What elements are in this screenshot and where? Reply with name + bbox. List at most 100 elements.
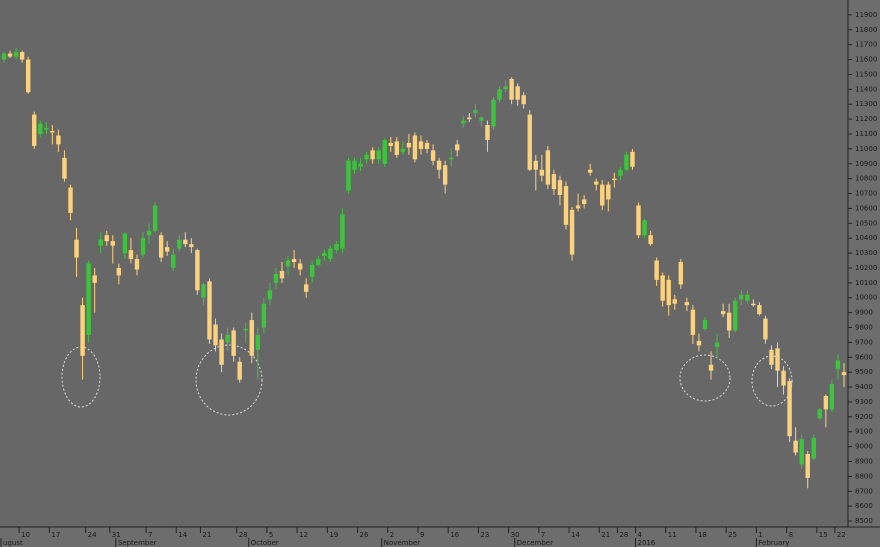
candle-body: [92, 275, 97, 283]
y-tick-label: 9800: [855, 324, 873, 332]
y-tick-label: 11100: [855, 130, 877, 138]
candle-body: [708, 364, 714, 371]
y-tick-label: 10300: [855, 249, 877, 257]
candle-body: [769, 349, 774, 365]
candle-body: [678, 262, 684, 285]
candle-body: [455, 144, 460, 151]
x-tick-label: 18: [698, 531, 707, 539]
x-tick-label: 7: [541, 531, 545, 539]
candle-body: [158, 235, 164, 258]
candle-body: [134, 259, 140, 270]
y-tick-label: 8800: [855, 472, 873, 480]
candle-body: [219, 339, 224, 365]
candle-body: [279, 270, 285, 279]
candle-body: [1, 53, 7, 60]
candle-body: [684, 302, 690, 306]
x-tick-label: 25: [728, 531, 737, 539]
y-tick-label: 9500: [855, 368, 873, 376]
candle-body: [545, 150, 551, 185]
candle-body: [817, 409, 823, 419]
candle-body: [654, 260, 659, 280]
candle-body: [62, 157, 67, 179]
candle-body: [303, 284, 309, 292]
y-tick-label: 11700: [855, 41, 877, 49]
candle-body: [400, 148, 406, 152]
month-label: 2016: [638, 539, 656, 547]
candle-body: [225, 334, 230, 343]
x-tick-label: 1: [758, 531, 762, 539]
candle-body: [80, 305, 85, 356]
x-tick-label: 31: [112, 531, 121, 539]
candle-body: [346, 160, 351, 191]
candle-body: [793, 440, 798, 453]
y-tick-label: 11600: [855, 56, 877, 64]
x-tick-label: 19: [329, 531, 338, 539]
candle-body: [243, 329, 248, 331]
candle-body: [98, 239, 103, 246]
candle-body: [146, 230, 152, 236]
y-tick-label: 9600: [855, 353, 873, 361]
y-tick-label: 8600: [855, 502, 873, 510]
candle-body: [430, 150, 436, 161]
candle-body: [44, 128, 49, 130]
candle-body: [388, 142, 393, 146]
candle-body: [569, 209, 575, 255]
month-label: October: [251, 539, 279, 547]
y-tick-label: 11300: [855, 100, 877, 108]
y-tick-label: 11000: [855, 145, 877, 153]
candle-body: [533, 160, 538, 170]
candle-body: [285, 260, 291, 267]
y-tick-label: 9200: [855, 413, 873, 421]
candle-body: [775, 348, 780, 371]
candle-body: [261, 303, 267, 328]
x-tick-label: 15: [819, 531, 828, 539]
candle-body: [322, 253, 327, 257]
candle-body: [364, 154, 369, 160]
x-tick-label: 16: [450, 531, 459, 539]
candle-body: [781, 370, 786, 386]
x-tick-label: 2: [390, 531, 394, 539]
candle-body: [412, 135, 418, 160]
plot-area: [0, 0, 848, 527]
candle-body: [297, 263, 303, 270]
candle-body: [249, 320, 254, 356]
month-label: December: [517, 539, 553, 547]
candle-body: [642, 220, 647, 236]
candle-body: [68, 187, 73, 213]
y-tick-label: 8700: [855, 487, 873, 495]
x-tick-label: 21: [202, 531, 211, 539]
x-tick-label: 11: [668, 531, 677, 539]
candle-body: [38, 123, 43, 134]
candle-body: [720, 311, 726, 315]
candle-body: [757, 305, 762, 315]
candle-body: [424, 142, 430, 149]
candle-body: [316, 259, 321, 265]
y-axis-area: [848, 0, 880, 547]
candle-body: [503, 86, 508, 90]
y-tick-label: 9300: [855, 398, 873, 406]
candle-body: [442, 165, 448, 185]
candle-body: [310, 264, 315, 277]
candle-body: [491, 99, 496, 127]
x-tick-label: 8: [789, 531, 793, 539]
candle-body: [594, 181, 599, 185]
candle-body: [267, 290, 273, 300]
candle-body: [189, 244, 194, 248]
x-tick-label: 21: [601, 531, 610, 539]
candle-body: [739, 294, 744, 300]
y-tick-label: 10800: [855, 175, 877, 183]
candle-body: [467, 117, 472, 120]
candle-body: [799, 439, 804, 465]
candle-body: [13, 52, 19, 57]
x-tick-label: 14: [571, 531, 580, 539]
candle-body: [696, 340, 702, 346]
candle-body: [551, 174, 557, 190]
candle-body: [618, 169, 623, 176]
x-tick-label: 23: [480, 531, 489, 539]
candle-body: [406, 142, 412, 148]
candle-body: [473, 110, 478, 114]
y-tick-label: 11900: [855, 11, 877, 19]
y-tick-label: 10700: [855, 190, 877, 198]
y-tick-label: 10100: [855, 279, 877, 287]
y-tick-label: 11400: [855, 85, 877, 93]
